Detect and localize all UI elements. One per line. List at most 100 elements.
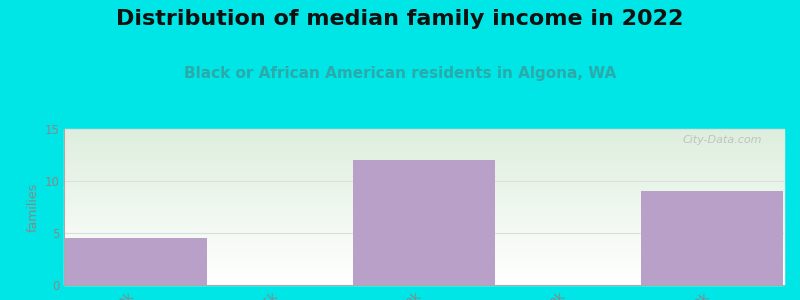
Bar	[64, 135, 784, 136]
Bar	[64, 257, 784, 258]
Bar	[64, 167, 784, 168]
Bar	[64, 237, 784, 238]
Bar	[64, 240, 784, 241]
Bar	[64, 268, 784, 269]
Bar	[64, 270, 784, 271]
Bar	[64, 148, 784, 149]
Bar	[64, 211, 784, 212]
Bar	[64, 170, 784, 171]
Bar	[64, 169, 784, 170]
Bar	[64, 272, 784, 273]
Bar	[64, 150, 784, 151]
Bar	[64, 136, 784, 137]
Bar	[64, 212, 784, 213]
Bar	[64, 207, 784, 208]
Bar	[64, 245, 784, 246]
Bar	[64, 155, 784, 156]
Bar	[64, 164, 784, 165]
Bar	[64, 156, 784, 157]
Bar	[64, 256, 784, 257]
Bar	[64, 130, 784, 131]
Bar	[64, 213, 784, 214]
Bar	[64, 194, 784, 195]
Bar	[64, 144, 784, 145]
Bar	[64, 149, 784, 150]
Bar	[64, 142, 784, 143]
Bar	[64, 162, 784, 163]
Bar	[64, 262, 784, 263]
Bar	[64, 189, 784, 190]
Y-axis label: families: families	[27, 182, 40, 232]
Bar	[64, 221, 784, 222]
Bar	[64, 225, 784, 226]
Bar	[64, 177, 784, 178]
Bar	[64, 284, 784, 285]
Bar	[64, 253, 784, 254]
Bar	[64, 224, 784, 225]
Bar	[64, 267, 784, 268]
Bar	[64, 152, 784, 153]
Bar	[64, 197, 784, 198]
Bar	[64, 172, 784, 173]
Bar	[64, 173, 784, 174]
Bar	[64, 251, 784, 252]
Bar	[64, 201, 784, 202]
Bar	[64, 220, 784, 221]
Bar	[64, 242, 784, 243]
Bar	[64, 140, 784, 141]
Bar	[64, 250, 784, 251]
Bar	[64, 205, 784, 206]
Bar	[64, 178, 784, 179]
Bar	[64, 143, 784, 144]
Bar	[64, 232, 784, 233]
Bar	[64, 184, 784, 185]
Bar	[64, 192, 784, 193]
Bar	[64, 138, 784, 139]
Bar	[64, 241, 784, 242]
Bar	[64, 234, 784, 235]
Bar	[64, 273, 784, 274]
Bar	[64, 175, 784, 176]
Bar	[354, 160, 494, 285]
Bar	[64, 133, 784, 134]
Bar	[64, 210, 784, 211]
Text: Distribution of median family income in 2022: Distribution of median family income in …	[116, 9, 684, 29]
Bar	[64, 254, 784, 255]
Bar	[64, 226, 784, 227]
Bar	[64, 158, 784, 159]
Bar	[64, 137, 784, 138]
Bar	[64, 269, 784, 270]
Bar	[64, 263, 784, 264]
Bar	[64, 200, 784, 201]
Bar	[64, 248, 784, 249]
Bar	[64, 146, 784, 147]
Bar	[64, 260, 784, 261]
Bar	[64, 236, 784, 237]
Bar	[64, 179, 784, 180]
Bar	[64, 281, 784, 282]
Bar	[64, 141, 784, 142]
Bar	[64, 255, 784, 256]
Bar	[64, 187, 784, 188]
Bar	[64, 180, 784, 181]
Bar	[64, 199, 784, 200]
Bar	[64, 208, 784, 209]
Bar	[64, 160, 784, 161]
Bar	[64, 277, 784, 278]
Bar	[64, 171, 784, 172]
Bar	[64, 157, 784, 158]
Bar	[64, 154, 784, 155]
Bar	[64, 161, 784, 162]
Bar	[64, 131, 784, 132]
Text: Black or African American residents in Algona, WA: Black or African American residents in A…	[184, 66, 616, 81]
Bar	[64, 202, 784, 203]
Bar	[64, 147, 784, 148]
Bar	[64, 217, 784, 218]
Bar	[64, 186, 784, 187]
Bar	[64, 230, 784, 231]
Bar	[64, 203, 784, 204]
Bar	[64, 139, 784, 140]
Bar	[64, 216, 784, 217]
Bar	[64, 246, 784, 247]
Bar	[64, 198, 784, 199]
